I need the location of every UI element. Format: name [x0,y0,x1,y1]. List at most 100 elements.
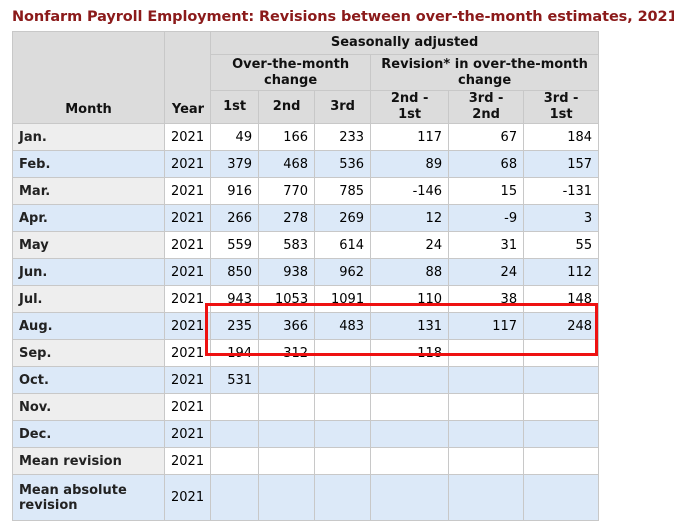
table-row: Jul. 2021 943 1053 1091 110 38 148 [12,285,600,313]
table-row: Mar. 2021 916 770 785 -146 15 -131 [12,177,600,205]
revisions-table: Month Year Seasonally adjusted Over-the-… [12,31,600,521]
third-estimate-cell: 269 [314,204,372,232]
revision-3rd-2nd-cell [448,474,525,521]
col-header-3rd: 3rd [314,90,372,124]
third-estimate-cell [314,339,372,367]
revision-2nd-1st-cell [370,366,450,394]
first-estimate-cell [210,447,260,475]
revision-2nd-1st-cell: 131 [370,312,450,340]
revision-3rd-1st-cell: 3 [523,204,600,232]
month-cell: Sep. [12,339,165,367]
second-estimate-cell: 166 [258,123,316,151]
revision-2nd-1st-cell [370,447,450,475]
revision-2nd-1st-cell: 24 [370,231,450,259]
table-row: Jan. 2021 49 166 233 117 67 184 [12,123,600,151]
year-cell: 2021 [163,474,212,521]
col-header-2nd-1st: 2nd - 1st [370,90,450,124]
revision-3rd-2nd-cell [448,339,525,367]
table-row: Dec. 2021 [12,420,600,448]
revision-3rd-1st-cell: 157 [523,150,600,178]
year-cell: 2021 [163,258,212,286]
revision-3rd-1st-cell [523,339,600,367]
first-estimate-cell [210,474,260,521]
table-row: Nov. 2021 [12,393,600,421]
revision-3rd-2nd-cell [448,420,525,448]
revision-3rd-1st-cell: 248 [523,312,600,340]
second-estimate-cell: 278 [258,204,316,232]
second-estimate-cell: 1053 [258,285,316,313]
table-row: Sep. 2021 194 312 118 [12,339,600,367]
table-row: Oct. 2021 531 [12,366,600,394]
second-estimate-cell [258,474,316,521]
year-header: Year [163,31,212,124]
second-estimate-cell [258,447,316,475]
year-cell: 2021 [163,420,212,448]
col-header-2nd: 2nd [258,90,316,124]
revision-3rd-1st-cell: 112 [523,258,600,286]
revision-3rd-2nd-cell: 15 [448,177,525,205]
revision-2nd-1st-cell: 110 [370,285,450,313]
year-cell: 2021 [163,339,212,367]
month-cell: Jan. [12,123,165,151]
revision-3rd-1st-cell [523,366,600,394]
revision-2nd-1st-cell [370,393,450,421]
revision-2nd-1st-cell: -146 [370,177,450,205]
month-cell: Aug. [12,312,165,340]
first-estimate-cell: 49 [210,123,260,151]
revision-3rd-2nd-cell: 24 [448,258,525,286]
revision-3rd-2nd-cell: -9 [448,204,525,232]
third-estimate-cell [314,420,372,448]
first-estimate-cell: 194 [210,339,260,367]
year-cell: 2021 [163,231,212,259]
revision-3rd-2nd-cell [448,393,525,421]
month-cell: Jul. [12,285,165,313]
second-estimate-cell: 468 [258,150,316,178]
revision-3rd-2nd-cell [448,366,525,394]
third-estimate-cell [314,447,372,475]
year-cell: 2021 [163,285,212,313]
third-estimate-cell [314,393,372,421]
year-cell: 2021 [163,366,212,394]
year-cell: 2021 [163,123,212,151]
revision-3rd-2nd-cell: 38 [448,285,525,313]
second-estimate-cell: 366 [258,312,316,340]
third-estimate-cell: 1091 [314,285,372,313]
revision-2nd-1st-cell: 117 [370,123,450,151]
seasonally-adjusted-header: Seasonally adjusted [210,31,600,55]
revision-3rd-1st-cell: -131 [523,177,600,205]
third-estimate-cell: 233 [314,123,372,151]
second-estimate-cell: 312 [258,339,316,367]
first-estimate-cell: 850 [210,258,260,286]
month-cell: Mean revision [12,447,165,475]
revision-3rd-1st-cell [523,420,600,448]
year-cell: 2021 [163,447,212,475]
col-header-1st: 1st [210,90,260,124]
revision-2nd-1st-cell: 89 [370,150,450,178]
month-cell: Apr. [12,204,165,232]
third-estimate-cell: 536 [314,150,372,178]
month-cell: May [12,231,165,259]
table-row: Mean revision 2021 [12,447,600,475]
first-estimate-cell [210,420,260,448]
third-estimate-cell: 785 [314,177,372,205]
revision-3rd-1st-cell [523,474,600,521]
second-estimate-cell [258,420,316,448]
year-cell: 2021 [163,393,212,421]
first-estimate-cell: 943 [210,285,260,313]
month-cell: Nov. [12,393,165,421]
revision-header: Revision* in over-the-month change [370,54,600,91]
first-estimate-cell: 559 [210,231,260,259]
second-estimate-cell: 770 [258,177,316,205]
revision-3rd-2nd-cell: 67 [448,123,525,151]
second-estimate-cell: 938 [258,258,316,286]
third-estimate-cell: 614 [314,231,372,259]
revision-2nd-1st-cell [370,420,450,448]
month-cell: Dec. [12,420,165,448]
first-estimate-cell: 531 [210,366,260,394]
table-row: Feb. 2021 379 468 536 89 68 157 [12,150,600,178]
revision-2nd-1st-cell [370,474,450,521]
table-row: Mean absolute revision 2021 [12,474,600,521]
third-estimate-cell [314,474,372,521]
table-row: Aug. 2021 235 366 483 131 117 248 [12,312,600,340]
first-estimate-cell: 235 [210,312,260,340]
